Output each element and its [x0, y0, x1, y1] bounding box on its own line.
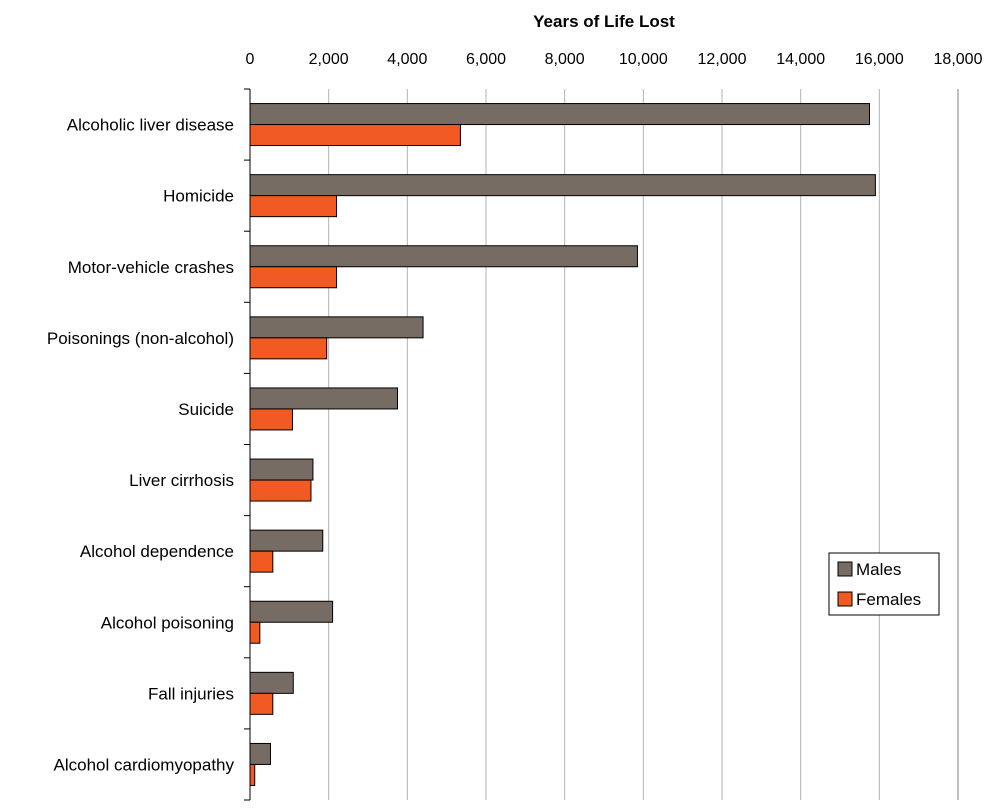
- gridlines: [328, 89, 880, 800]
- category-label: Alcoholic liver disease: [67, 116, 234, 135]
- x-tick-label: 0: [246, 51, 255, 68]
- bar-females: [249, 621, 261, 644]
- bar-males: [249, 245, 638, 268]
- category-labels: Alcoholic liver disease Homicide Motor-veh…: [47, 116, 235, 775]
- category-label: Poisonings (non-alcohol): [47, 329, 234, 348]
- legend-swatch-males: [837, 561, 853, 577]
- x-tick-label: 14,000: [776, 51, 825, 68]
- x-tick-label: 10,000: [619, 51, 668, 68]
- bar-females: [249, 408, 293, 431]
- bar-females: [249, 266, 338, 289]
- bar-males: [249, 174, 876, 197]
- x-tick-label: 6,000: [466, 51, 506, 68]
- category-label: Alcohol dependence: [80, 542, 234, 561]
- category-label: Suicide: [178, 400, 234, 419]
- bar-females: [249, 337, 328, 360]
- bar-males: [249, 103, 870, 126]
- x-tick-label: 18,000: [934, 51, 983, 68]
- x-tick-label: 16,000: [855, 51, 904, 68]
- bar-females: [249, 124, 461, 147]
- x-tick-label: 4,000: [387, 51, 427, 68]
- x-tick-label: 12,000: [698, 51, 747, 68]
- category-label: Fall injuries: [148, 684, 234, 703]
- category-label: Homicide: [163, 187, 234, 206]
- bars: [249, 103, 876, 786]
- bar-males: [249, 458, 314, 481]
- x-tick-label: 2,000: [309, 51, 349, 68]
- bar-males: [249, 316, 424, 339]
- bar-females: [249, 195, 338, 218]
- bar-females: [249, 550, 274, 573]
- bar-males: [249, 671, 294, 694]
- bar-males: [249, 600, 334, 623]
- x-tick-labels: 0 2,000 4,000 6,000 8,000 10,000 12,000 14,000 1…: [246, 51, 983, 68]
- legend-label-males: Males: [856, 560, 901, 579]
- y-tick-marks: [244, 88, 250, 801]
- legend-label-females: Females: [856, 590, 921, 609]
- category-label: Alcohol poisoning: [101, 613, 234, 632]
- legend: Males Females: [828, 552, 940, 616]
- bar-females: [249, 763, 256, 786]
- legend-swatch-females: [837, 591, 853, 607]
- bar-males: [249, 387, 398, 410]
- bar-females: [249, 479, 312, 502]
- bar-females: [249, 692, 274, 715]
- x-axis-title: Years of Life Lost: [533, 12, 675, 31]
- category-label: Motor-vehicle crashes: [68, 258, 234, 277]
- category-label: Liver cirrhosis: [129, 471, 234, 490]
- x-tick-label: 8,000: [545, 51, 585, 68]
- category-label: Alcohol cardiomyopathy: [54, 755, 235, 774]
- bar-males: [249, 529, 324, 552]
- bar-males: [249, 742, 271, 765]
